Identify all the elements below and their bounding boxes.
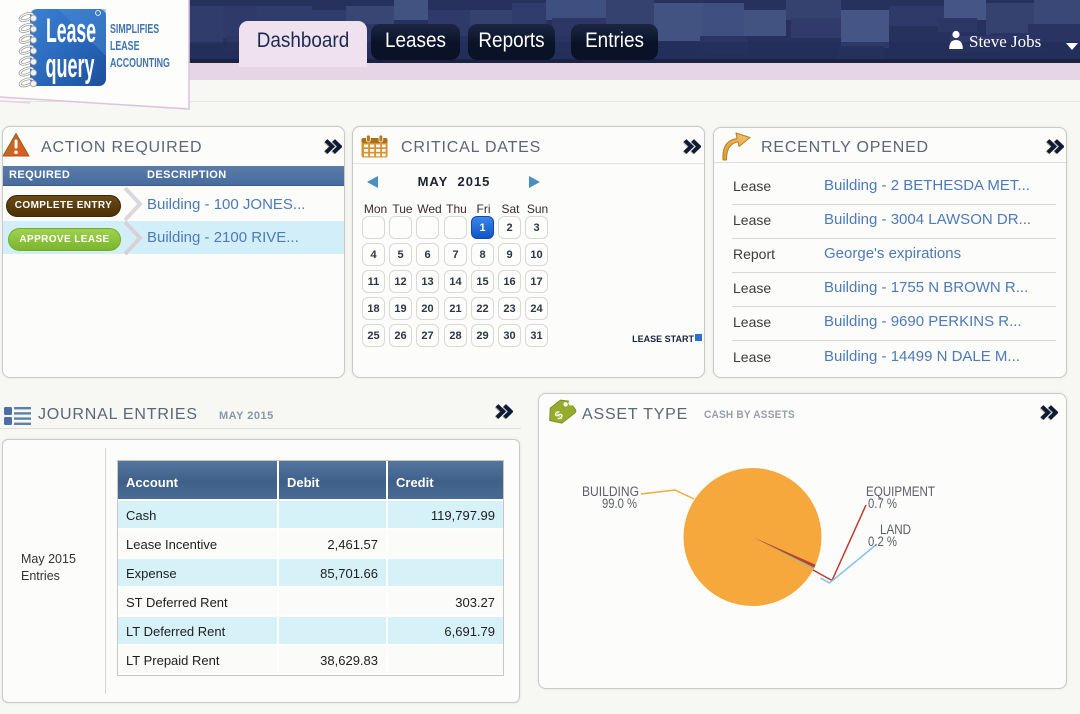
svg-text:0.7 %: 0.7 %	[868, 496, 897, 511]
svg-text:BUILDING: BUILDING	[582, 484, 639, 499]
svg-text:Lease: Lease	[46, 12, 96, 50]
svg-text:99.0 %: 99.0 %	[602, 496, 637, 511]
svg-text:LAND: LAND	[880, 522, 911, 537]
svg-text:0.2 %: 0.2 %	[868, 534, 897, 549]
svg-text:EQUIPMENT: EQUIPMENT	[866, 484, 935, 499]
svg-text:query: query	[46, 47, 95, 85]
